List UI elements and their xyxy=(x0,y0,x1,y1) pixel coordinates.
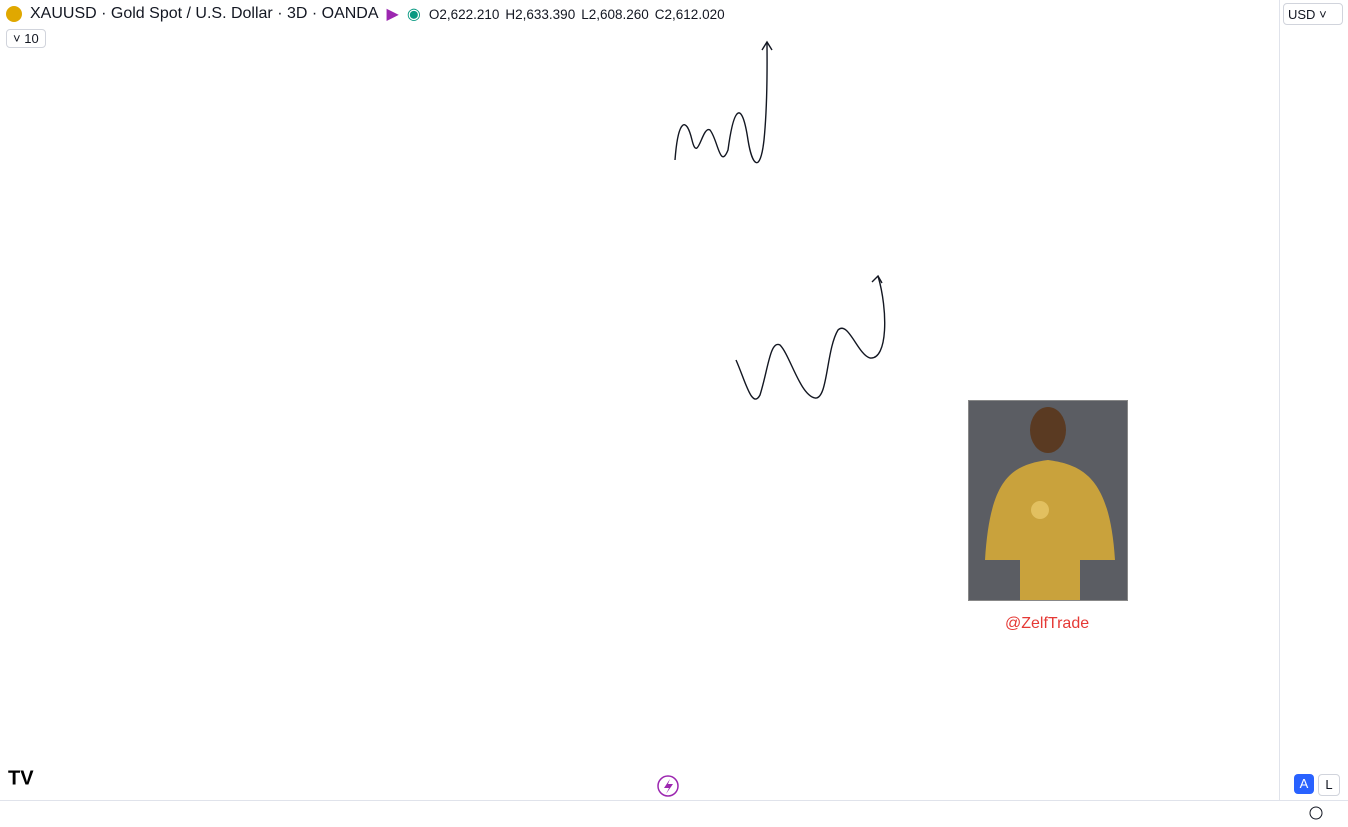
arrow-head xyxy=(761,40,773,51)
drawings xyxy=(674,40,886,400)
currency-select[interactable]: USD ˅ xyxy=(1283,3,1343,25)
indicator-count: 10 xyxy=(24,31,39,46)
photo-pendant xyxy=(1031,501,1049,519)
lightning-bolt xyxy=(664,779,673,794)
ohlc-item: L2,608.260 xyxy=(581,7,649,22)
log-button[interactable]: L xyxy=(1318,774,1340,796)
lightning-icon[interactable] xyxy=(657,775,679,797)
photo-head xyxy=(1030,407,1066,453)
photo xyxy=(968,400,1128,601)
ohlc-value: 2,622.210 xyxy=(439,6,500,22)
currency: USD xyxy=(1288,7,1316,22)
arrow-head xyxy=(871,274,883,284)
symbol-icon xyxy=(6,6,22,22)
indicator-toggle[interactable]: ˅ 10 xyxy=(6,29,46,48)
ohlc-key: H xyxy=(505,6,516,22)
ohlc-key: L xyxy=(581,6,589,22)
status: ◉ xyxy=(406,6,421,23)
handle: @ZelfTrade xyxy=(1005,615,1090,632)
ohlc-value: 2,612.020 xyxy=(664,6,725,22)
lower-path xyxy=(735,275,886,400)
ohlc-key: O xyxy=(428,6,440,22)
photo-figure xyxy=(985,460,1115,600)
ohlc-item: C2,612.020 xyxy=(655,7,725,22)
symbol-title: XAUUSD · Gold Spot / U.S. Dollar · 3D · … xyxy=(30,5,379,22)
ohlc-item: O2,622.210 xyxy=(429,7,500,22)
ohlc-value: 2,633.390 xyxy=(515,6,576,22)
upper-path xyxy=(674,41,768,164)
logo: TV xyxy=(8,767,34,789)
ohlc-value: 2,608.260 xyxy=(588,6,649,22)
auto-button[interactable]: A xyxy=(1294,774,1314,794)
flag[interactable]: ▶ xyxy=(386,6,399,23)
header: XAUUSD · Gold Spot / U.S. Dollar · 3D · … xyxy=(6,4,725,24)
ohlc-item: H2,633.390 xyxy=(505,7,575,22)
ohlc: O2,622.210 H2,633.390 L2,608.260 C2,612.020 xyxy=(429,7,725,22)
ohlc-key: C xyxy=(654,6,665,22)
settings-icon[interactable] xyxy=(1309,806,1323,820)
